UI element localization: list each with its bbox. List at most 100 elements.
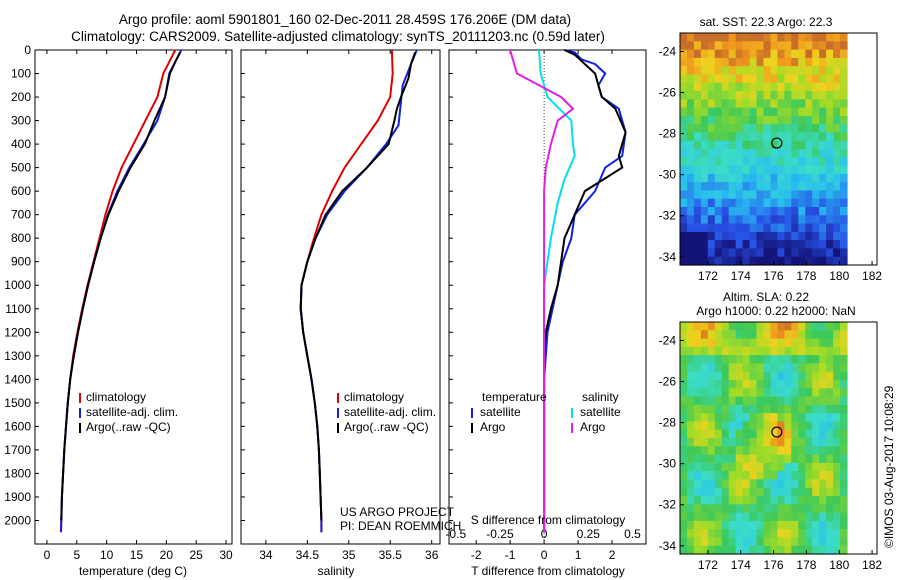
sst-map-cell (756, 33, 765, 42)
sla-map-cell (770, 462, 779, 472)
sst-map-cell (784, 256, 792, 266)
sla-map-cell (798, 487, 806, 497)
sla-map-cell (770, 537, 779, 547)
sla-map-cell (687, 504, 695, 514)
sst-map-cell (687, 190, 695, 200)
sla-map-cell (700, 471, 709, 480)
imos-timestamp: ©IMOS 03-Aug-2017 10:08:29 (882, 385, 896, 548)
sst-map-cell (728, 74, 737, 84)
sst-map-cell (770, 99, 779, 109)
sla-map-cell (742, 429, 751, 439)
sst-map-cell (707, 124, 716, 133)
sst-map-cell (687, 99, 695, 109)
sla-map-cell (721, 471, 730, 480)
sst-map-cell (819, 165, 827, 175)
sst-map-cell (805, 124, 813, 133)
sla-map-cell (798, 520, 806, 530)
sst-map-cell (742, 41, 751, 51)
sla-map-cell (777, 438, 785, 447)
sla-map-cell (721, 438, 730, 447)
sst-map-cell (840, 149, 848, 158)
sst-map-cell (687, 149, 695, 158)
sst-map-cell (721, 231, 730, 241)
sla-map-cell (777, 371, 785, 381)
sla-map-cell (756, 363, 765, 373)
sst-map-cell (756, 149, 765, 158)
sst-map-cell (756, 190, 765, 200)
sst-map-cell (763, 74, 772, 84)
sst-map-cell (680, 49, 688, 59)
s-xtick-label: 0 (541, 527, 548, 541)
sla-map-cell (728, 322, 737, 331)
sst-map-cell (805, 256, 813, 266)
sst-map-cell (819, 190, 827, 200)
sla-map-cell (833, 479, 841, 489)
sla-map-cell (680, 429, 688, 439)
sst-map-cell (735, 74, 744, 84)
sst-map-cell (714, 49, 723, 59)
sla-map-cell (791, 454, 799, 464)
sst-map-cell (700, 132, 709, 142)
sst-map-cell (833, 66, 841, 75)
sst-map-cell (770, 41, 779, 51)
sst-map-cell (784, 248, 792, 258)
sla-map-cell (840, 512, 848, 522)
sla-map-cell (742, 446, 751, 456)
sla-map-cell (826, 446, 834, 456)
sst-map-cell (798, 182, 806, 191)
sla-map-cell (833, 413, 841, 422)
sla-map-cell (812, 545, 820, 555)
sla-map-cell (805, 537, 813, 547)
sst-map-cell (812, 132, 820, 142)
sst-map-cell (826, 74, 834, 84)
temperature-ytick-label: 1500 (4, 396, 31, 410)
sst-map-cell (700, 82, 709, 92)
sst-map-cell (784, 157, 792, 167)
sla-map-cell (798, 462, 806, 472)
sla-map-cell (728, 371, 737, 381)
sst-map-cell (833, 248, 841, 258)
sst-map-cell (840, 173, 848, 183)
sla-map-cell (714, 421, 723, 431)
sla-map-cell (791, 471, 799, 480)
sla-map-cell (812, 404, 820, 414)
sst-map-cell (770, 149, 779, 158)
sst-map-cell (714, 215, 723, 225)
sst-map-cell (770, 256, 779, 266)
sst-map-cell (721, 256, 730, 266)
sla-map-cell (784, 330, 792, 340)
sst-map-cell (805, 190, 813, 200)
sst-map-cell (840, 240, 848, 249)
sla-map-cell (735, 479, 744, 489)
sst-map-cell (840, 99, 848, 109)
sst-map-cell (791, 49, 799, 59)
sla-map-cell (784, 438, 792, 447)
sst-map-cell (721, 140, 730, 150)
sst-map-cell (693, 173, 702, 183)
sst-map-cell (763, 82, 772, 92)
sst-map-cell (756, 140, 765, 150)
sla-map-cell (840, 404, 848, 414)
sla-map-cell (756, 396, 765, 406)
sst-map-cell (728, 248, 737, 258)
sla-map-cell (735, 454, 744, 464)
sst-map-cell (826, 231, 834, 241)
sla-map-cell (763, 545, 772, 555)
sla-map-cell (735, 438, 744, 447)
sla-map-cell (735, 529, 744, 538)
sst-map-cell (721, 182, 730, 191)
sla-map-cell (714, 512, 723, 522)
sst-map-cell (770, 91, 779, 100)
sla-map-cell (756, 496, 765, 505)
sla-map-cell (833, 322, 841, 331)
sst-map-cell (819, 140, 827, 150)
legend-group-title: temperature (482, 390, 547, 404)
sst-map-cell (812, 198, 820, 208)
sst-map-cell (707, 132, 716, 142)
sla-map-cell (735, 346, 744, 356)
sla-map-cell (707, 338, 716, 348)
sst-map-cell (735, 91, 744, 100)
sla-map-cell (749, 322, 758, 331)
sla-map-cell (728, 429, 737, 439)
sla-map-cell (840, 363, 848, 373)
